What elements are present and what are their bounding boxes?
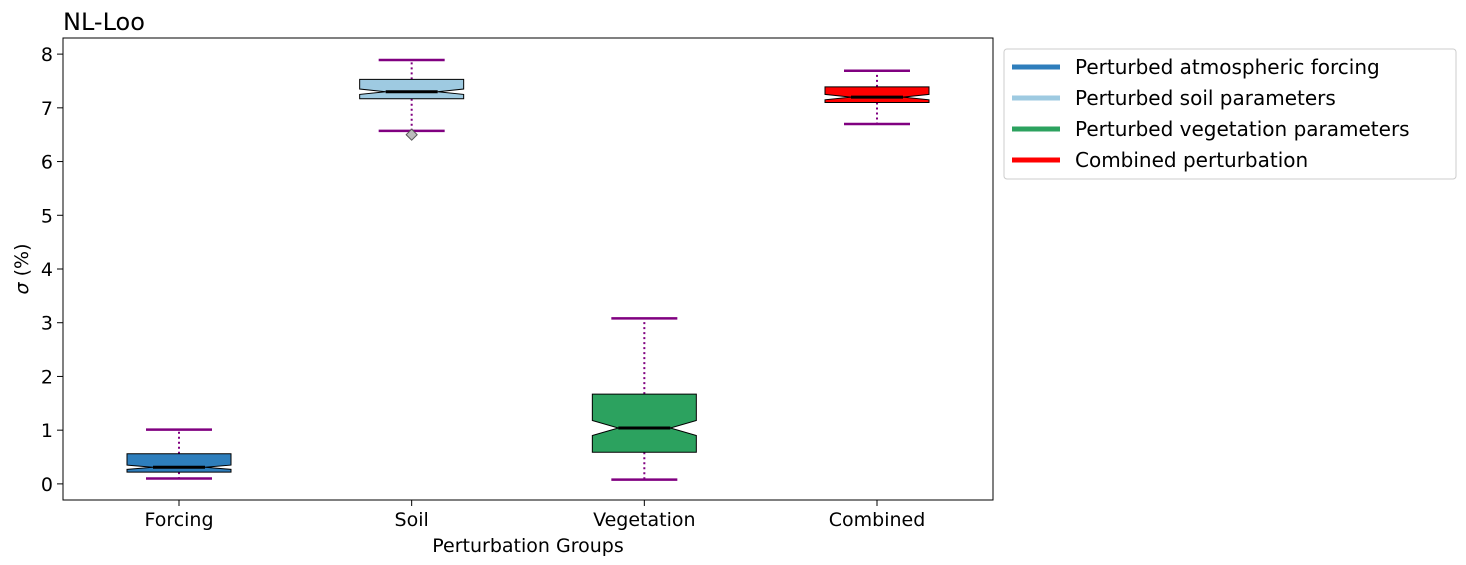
y-tick-label: 0	[41, 474, 53, 496]
y-axis-label: σ (%)	[11, 244, 33, 295]
legend-label: Perturbed soil parameters	[1075, 86, 1336, 110]
y-tick-label: 8	[41, 44, 53, 66]
box-body	[591, 393, 697, 453]
x-tick-label: Soil	[395, 509, 429, 531]
legend-label: Perturbed vegetation parameters	[1075, 117, 1410, 141]
y-axis-label-symbol: σ	[11, 281, 33, 294]
y-tick-label: 1	[41, 420, 53, 442]
x-tick-label: Forcing	[144, 509, 213, 531]
y-tick-label: 4	[41, 259, 53, 281]
y-axis-ticks: 0 1 2 3 4 5 6 7 8	[41, 44, 63, 496]
box-body	[359, 78, 465, 100]
y-tick-label: 3	[41, 313, 53, 335]
box-combined	[824, 69, 930, 126]
y-tick-label: 7	[41, 98, 53, 120]
box-vegetation	[591, 317, 697, 481]
box-body	[126, 453, 232, 473]
legend-frame	[1003, 48, 1457, 180]
box-forcing	[126, 428, 232, 480]
box-soil	[359, 58, 465, 141]
y-tick-label: 2	[41, 366, 53, 388]
legend-label: Combined perturbation	[1075, 148, 1308, 172]
plot-area	[126, 58, 930, 481]
outlier-point	[405, 128, 418, 141]
y-tick-label: 5	[41, 205, 53, 227]
x-tick-label: Combined	[829, 509, 926, 531]
y-tick-label: 6	[41, 152, 53, 174]
x-tick-label: Vegetation	[593, 509, 695, 531]
x-axis-ticks: Forcing Soil Vegetation Combined	[144, 500, 925, 531]
legend: Perturbed atmospheric forcing Perturbed s…	[1003, 48, 1457, 180]
chart-title: NL-Loo	[63, 8, 145, 36]
box-body	[824, 86, 930, 103]
y-axis-label-unit: (%)	[11, 244, 33, 277]
x-axis-label: Perturbation Groups	[432, 535, 623, 557]
legend-label: Perturbed atmospheric forcing	[1075, 55, 1380, 79]
